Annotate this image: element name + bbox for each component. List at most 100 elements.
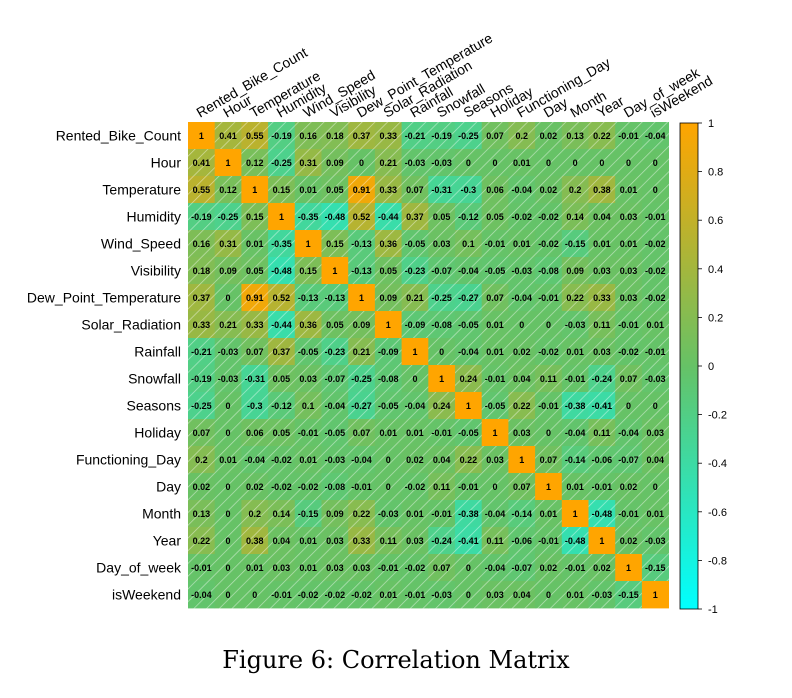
heatmap-cell-hatch	[401, 257, 429, 285]
heatmap-cell-hatch	[214, 392, 242, 420]
heatmap-cell-hatch	[268, 500, 296, 528]
heatmap-cell-hatch	[641, 446, 669, 474]
cell-value-label: 0.01	[299, 455, 317, 465]
cell-value-label: -0.02	[405, 563, 426, 573]
cell-value-label: -0.25	[351, 374, 372, 384]
heatmap-cell-hatch	[214, 284, 242, 312]
heatmap-cell-labels: 1 0.41 0.55 -0.19 0.16 0.18 0.37 0.33 -0.21 -0.19…	[191, 131, 665, 600]
heatmap-cell-hatch	[428, 122, 456, 150]
heatmap-cell	[615, 554, 643, 582]
heatmap-cell-hatch	[615, 176, 643, 204]
heatmap-cell-hatch	[374, 203, 402, 231]
heatmap-cell-hatch	[428, 176, 456, 204]
cell-value-label: 0.02	[540, 563, 558, 573]
cell-value-label: 0.03	[299, 374, 317, 384]
cell-value-label: -0.44	[378, 212, 399, 222]
cell-value-label: 0.52	[353, 212, 371, 222]
heatmap-cell-hatch	[348, 230, 376, 258]
heatmap-cell-hatch	[561, 554, 589, 582]
heatmap-cell-hatch	[588, 446, 616, 474]
heatmap-cell-hatch	[641, 527, 669, 555]
heatmap-cell-hatch	[348, 203, 376, 231]
heatmap-cell-hatch	[588, 203, 616, 231]
heatmap-cell-hatch	[588, 392, 616, 420]
heatmap-cell-hatch	[428, 284, 456, 312]
cell-value-label: 0.21	[353, 347, 371, 357]
cell-value-label: 0	[226, 509, 231, 519]
cell-value-label: 0.14	[566, 212, 584, 222]
heatmap-cell-hatch	[428, 419, 456, 447]
cell-value-label: 0.01	[566, 347, 584, 357]
row-label: Functioning_Day	[76, 452, 181, 468]
heatmap-cell-hatch	[508, 176, 536, 204]
cell-value-label: 0.21	[406, 293, 424, 303]
cell-value-label: -0.02	[271, 482, 292, 492]
heatmap-cell-hatch	[481, 392, 509, 420]
cell-value-label: 0.07	[620, 374, 638, 384]
heatmap-cell-hatch	[561, 149, 589, 177]
heatmap-cell-hatch	[561, 365, 589, 393]
cell-value-label: -0.05	[485, 266, 506, 276]
heatmap-cell-hatch	[428, 581, 456, 609]
cell-value-label: 0.1	[302, 401, 315, 411]
heatmap-cell	[348, 284, 376, 312]
heatmap-cell-hatch	[294, 311, 322, 339]
cell-value-label: 0	[226, 293, 231, 303]
heatmap-cell-hatch	[321, 473, 349, 501]
cell-value-label: -0.31	[244, 374, 265, 384]
cell-value-label: -0.3	[461, 185, 477, 195]
heatmap-cell-hatch	[481, 473, 509, 501]
cell-value-label: 0.04	[513, 590, 531, 600]
cell-value-label: -0.08	[325, 482, 346, 492]
heatmap-cell-hatch	[455, 230, 483, 258]
cell-value-label: 0.2	[195, 455, 208, 465]
cell-value-label: 0.03	[620, 266, 638, 276]
cell-value-label: 0.33	[353, 536, 371, 546]
heatmap-cell-hatch	[268, 554, 296, 582]
heatmap-cell-hatch	[641, 338, 669, 366]
heatmap-cell-hatch	[294, 257, 322, 285]
heatmap-cell-hatch	[508, 203, 536, 231]
legend-tick-label: 0.6	[708, 215, 723, 227]
cell-value-label: 0.22	[566, 293, 584, 303]
heatmap-cell-hatch	[348, 500, 376, 528]
cell-value-label: -0.15	[298, 509, 319, 519]
cell-value-label: 0	[626, 401, 631, 411]
cell-value-label: 0	[226, 563, 231, 573]
heatmap-cell-hatch	[428, 446, 456, 474]
heatmap-cell-hatch	[535, 500, 563, 528]
cell-value-label: 0.33	[593, 293, 611, 303]
cell-value-label: -0.01	[271, 590, 292, 600]
heatmap-cell	[561, 500, 589, 528]
cell-value-label: 0.91	[246, 293, 264, 303]
heatmap-cell-hatch	[321, 446, 349, 474]
heatmap-cell-hatch	[268, 122, 296, 150]
heatmap-cell-hatch	[401, 581, 429, 609]
cell-value-label: 0.02	[513, 347, 531, 357]
heatmap-cell-hatch	[641, 500, 669, 528]
cell-value-label: -0.41	[592, 401, 613, 411]
row-label: Year	[153, 533, 182, 549]
heatmap-cell-hatch	[241, 554, 269, 582]
heatmap-cell-hatch	[374, 365, 402, 393]
heatmap-cell-hatch	[401, 392, 429, 420]
cell-value-label: 0.33	[246, 320, 264, 330]
heatmap-cell-hatch	[615, 122, 643, 150]
color-legend-bar	[679, 122, 699, 610]
heatmap-cell-hatch	[294, 527, 322, 555]
heatmap-cell-hatch	[268, 392, 296, 420]
heatmap-cell-hatch	[535, 203, 563, 231]
heatmap-cell-hatch	[561, 338, 589, 366]
cell-value-label: -0.3	[247, 401, 263, 411]
heatmap-cell-hatch	[615, 203, 643, 231]
heatmap-cell-hatch	[214, 527, 242, 555]
heatmap-cell-hatch	[374, 500, 402, 528]
heatmap-cell-hatch	[294, 581, 322, 609]
heatmap-cell-hatch	[348, 581, 376, 609]
cell-value-label: -0.21	[191, 347, 212, 357]
heatmap-cell-hatch	[188, 311, 216, 339]
cell-value-label: 0.05	[273, 428, 291, 438]
cell-value-label: -0.03	[645, 536, 666, 546]
cell-value-label: -0.19	[191, 212, 212, 222]
cell-value-label: 0.01	[406, 428, 424, 438]
